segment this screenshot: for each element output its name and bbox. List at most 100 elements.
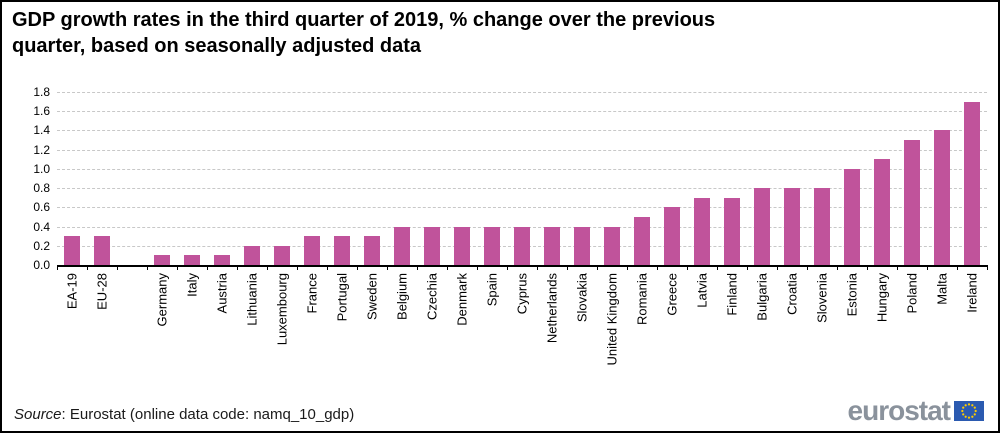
x-axis-tick xyxy=(147,265,148,270)
bar xyxy=(364,236,380,265)
gridline xyxy=(57,207,987,209)
bar xyxy=(244,245,260,265)
bar xyxy=(574,226,590,265)
eurostat-logo-text: eurostat xyxy=(847,395,951,426)
bar xyxy=(964,101,980,265)
bar-slot: Hungary xyxy=(867,92,897,322)
x-axis-tick xyxy=(567,265,568,270)
x-axis-tick xyxy=(927,265,928,270)
bar-slot: Germany xyxy=(147,92,177,326)
x-axis-tick-label: Bulgaria xyxy=(754,273,770,321)
x-axis-tick-label: Slovakia xyxy=(574,273,590,323)
x-axis-tick-label: Poland xyxy=(904,273,920,314)
bar xyxy=(394,226,410,265)
x-axis-tick xyxy=(747,265,748,270)
x-axis-tick-label: Lithuania xyxy=(244,273,260,326)
x-axis-tick xyxy=(57,265,58,270)
x-axis-tick xyxy=(897,265,898,270)
y-axis-tick-label: 0.4 xyxy=(33,219,50,234)
x-axis-tick-label: Slovenia xyxy=(814,273,830,323)
x-axis-tick-label: Romania xyxy=(634,273,650,326)
x-axis-tick xyxy=(867,265,868,270)
bar-slot: Netherlands xyxy=(537,92,567,343)
y-axis-tick-label: 0.6 xyxy=(33,200,50,215)
bar-slot: Malta xyxy=(927,92,957,305)
bar xyxy=(334,236,350,265)
y-axis-tick-label: 1.2 xyxy=(33,142,50,157)
x-axis-tick-label: Austria xyxy=(214,273,230,314)
x-axis-tick xyxy=(507,265,508,270)
bar xyxy=(184,255,200,265)
bar-slot: Estonia xyxy=(837,92,867,316)
eu-flag-icon xyxy=(954,401,984,421)
x-axis-tick xyxy=(807,265,808,270)
bar xyxy=(274,245,290,265)
x-axis-tick-label: EA-19 xyxy=(64,273,80,310)
x-axis-tick xyxy=(357,265,358,270)
plot-area: 1.8 1.6 1.4 1.2 1.0 0.8 0.6 0.4 0.2 0.0 EA-19 EU-28… xyxy=(33,85,988,366)
bar-slot: Ireland xyxy=(957,92,987,313)
x-axis-tick-label: Sweden xyxy=(364,273,380,320)
x-axis-tick-label: Italy xyxy=(184,273,200,297)
bar xyxy=(634,216,650,265)
y-axis-tick-label: 1.6 xyxy=(33,104,50,119)
x-axis-tick-label: Czechia xyxy=(424,273,440,320)
x-axis-tick-label: Germany xyxy=(154,273,170,327)
x-axis-tick-label: Estonia xyxy=(844,273,860,317)
y-axis-tick-label: 1.8 xyxy=(33,85,50,99)
source-label: Source xyxy=(14,406,62,423)
x-axis-tick xyxy=(387,265,388,270)
bar-slot: Slovakia xyxy=(567,92,597,322)
y-axis-tick-label: 0.0 xyxy=(33,258,50,272)
x-axis-tick xyxy=(657,265,658,270)
x-axis-tick xyxy=(957,265,958,270)
x-axis-tick-label: Croatia xyxy=(784,273,800,315)
bar-slot: Sweden xyxy=(357,92,387,320)
bar-slot xyxy=(117,92,147,265)
x-axis-tick-label: Belgium xyxy=(394,273,410,320)
bar xyxy=(304,236,320,265)
x-axis-tick xyxy=(597,265,598,270)
y-axis-tick-label: 0.2 xyxy=(33,238,50,253)
x-axis-tick xyxy=(87,265,88,270)
gridline xyxy=(57,149,987,151)
x-axis-tick-label: Luxembourg xyxy=(274,273,290,346)
x-axis-tick xyxy=(477,265,478,270)
x-axis-tick-label: Cyprus xyxy=(514,273,530,315)
bar-slot: Cyprus xyxy=(507,92,537,314)
bar-slot: Croatia xyxy=(777,92,807,315)
bar xyxy=(604,226,620,265)
x-axis-tick xyxy=(297,265,298,270)
bar-slot: France xyxy=(297,92,327,313)
gridline xyxy=(57,92,987,93)
x-axis-tick xyxy=(627,265,628,270)
x-axis-tick xyxy=(777,265,778,270)
x-axis-tick-label: Latvia xyxy=(694,273,710,308)
bar-slot: Greece xyxy=(657,92,687,316)
x-axis-tick-label: Hungary xyxy=(874,273,890,323)
bar xyxy=(64,236,80,265)
y-axis-tick-label: 1.4 xyxy=(33,123,50,138)
bar-slot: Belgium xyxy=(387,92,417,320)
bar xyxy=(904,140,920,265)
bar-slot: Portugal xyxy=(327,92,357,321)
gridline xyxy=(57,188,987,190)
bar-slot: Romania xyxy=(627,92,657,325)
bar xyxy=(484,226,500,265)
gridline xyxy=(57,130,987,132)
bar-slot: Slovenia xyxy=(807,92,837,323)
x-axis-tick xyxy=(177,265,178,270)
bar xyxy=(814,188,830,265)
source-text: : Eurostat (online data code: namq_10_gd… xyxy=(61,406,355,423)
bar xyxy=(844,168,860,265)
x-axis-tick-label: Ireland xyxy=(964,273,980,313)
x-axis-tick xyxy=(117,265,118,270)
source-note: Source: Eurostat (online data code: namq… xyxy=(14,406,354,423)
x-axis-tick-label: Denmark xyxy=(454,273,470,326)
bar xyxy=(544,226,560,265)
x-axis-tick-label: Greece xyxy=(664,273,680,316)
bar-slot: Denmark xyxy=(447,92,477,326)
gridline xyxy=(57,168,987,170)
bar-slot: EA-19 xyxy=(57,92,87,309)
